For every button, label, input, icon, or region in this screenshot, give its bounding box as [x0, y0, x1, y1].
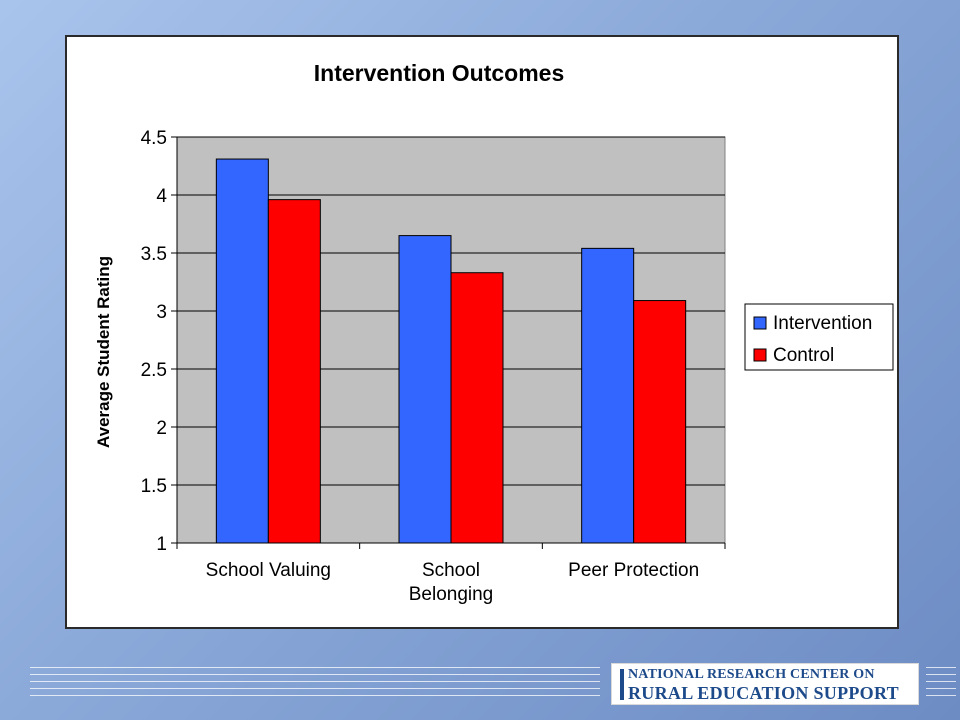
legend-box — [744, 303, 894, 371]
y-tick-label: 2.5 — [141, 360, 167, 381]
bar-intervention — [215, 158, 269, 544]
y-tick-label: 3 — [156, 302, 167, 323]
legend-label-intervention: Intervention — [773, 313, 872, 334]
x-tick-label: School Valuing — [206, 560, 331, 581]
y-tick-label: 4.5 — [141, 128, 167, 149]
footer-decorative-lines — [30, 667, 600, 697]
chart-card: Intervention Outcomes Average Student Ra… — [65, 35, 899, 629]
logo-line-2: RURAL EDUCATION SUPPORT — [628, 683, 899, 703]
bar-intervention — [398, 235, 452, 544]
legend-swatch-intervention — [753, 316, 767, 330]
logo-bar — [620, 669, 624, 700]
bar-chart: Intervention Outcomes Average Student Ra… — [94, 60, 894, 605]
legend-swatch-control — [753, 348, 767, 362]
y-tick-label: 3.5 — [141, 244, 167, 265]
x-tick-label: Peer Protection — [568, 560, 699, 581]
y-axis-label: Average Student Rating — [94, 256, 113, 448]
x-tick-label: Belonging — [409, 584, 494, 605]
bar-intervention — [581, 247, 635, 544]
bar-control — [267, 199, 321, 544]
footer-decorative-lines-right — [926, 667, 956, 697]
y-tick-label: 4 — [156, 186, 167, 207]
x-tick-label: School — [422, 560, 480, 581]
bar-control — [633, 300, 687, 544]
legend-label-control: Control — [773, 345, 834, 366]
y-tick-label: 1.5 — [141, 476, 167, 497]
bar-control — [450, 272, 504, 544]
y-tick-label: 1 — [156, 534, 167, 555]
y-tick-label: 2 — [156, 418, 167, 439]
logo-line-1: NATIONAL RESEARCH CENTER ON — [628, 667, 875, 682]
organization-logo: NATIONAL RESEARCH CENTER ON RURAL EDUCAT… — [611, 663, 919, 705]
chart-title: Intervention Outcomes — [314, 60, 564, 86]
